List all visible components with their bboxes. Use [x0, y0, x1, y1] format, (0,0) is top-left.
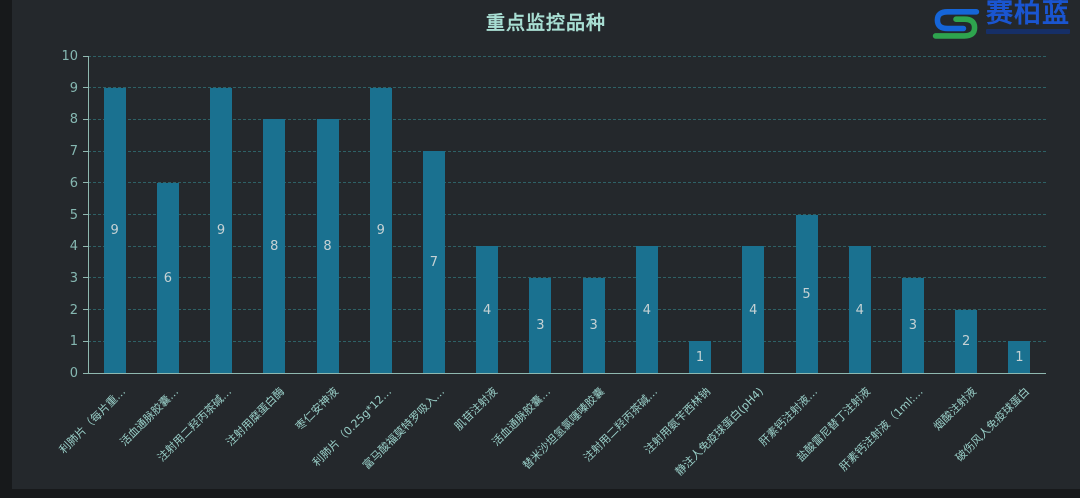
bar-value-label: 3 — [536, 318, 545, 334]
gridline-y6 — [88, 182, 1046, 184]
y-axis-tick-label: 6 — [69, 175, 78, 191]
y-axis-tick-label: 0 — [69, 366, 78, 381]
bar[interactable]: 8 — [263, 119, 286, 373]
gridline-y4 — [88, 245, 1046, 247]
gridline-y7 — [88, 150, 1046, 152]
saibailan-s-icon — [932, 8, 980, 39]
chart-panel: 重点监控品种 赛柏蓝 0 1 2 3 4 5 6 7 8 9 10 9 利肺片（每片重… 6 活血通脉胶囊…… — [12, 0, 1080, 489]
chart-title: 重点监控品种 — [485, 12, 606, 34]
y-axis-tick-mark — [83, 277, 88, 279]
bar[interactable]: 8 — [316, 119, 339, 373]
bar[interactable]: 3 — [582, 277, 605, 373]
gridline-y9 — [88, 87, 1046, 89]
bar[interactable]: 4 — [742, 246, 765, 373]
x-axis-category-label: 静注人免疫球蛋白(pH4) — [673, 385, 767, 479]
bar-value-label: 3 — [589, 318, 598, 334]
bar-chart-plot: 0 1 2 3 4 5 6 7 8 9 10 9 利肺片（每片重… 6 活血通脉胶囊… 9 注射用二羟丙茶碱… 8… — [12, 0, 1080, 489]
bar-value-label: 3 — [908, 318, 918, 334]
gridline-y2 — [88, 309, 1046, 311]
gridline-y8 — [88, 118, 1046, 120]
bar[interactable]: 4 — [476, 246, 499, 373]
y-axis-tick-label: 1 — [69, 334, 78, 350]
x-axis-category-label: 肌苷注射液 — [452, 385, 501, 434]
y-axis-tick-mark — [83, 372, 88, 374]
bar-value-label: 4 — [749, 302, 758, 318]
gridline-y1 — [88, 340, 1046, 342]
y-axis-tick-label: 5 — [69, 207, 78, 223]
bar[interactable]: 3 — [529, 277, 552, 373]
y-axis-tick-mark — [83, 214, 88, 215]
y-axis-tick-label: 7 — [69, 144, 78, 160]
x-axis-category-label: 烟酸注射液 — [931, 385, 980, 434]
y-axis-tick-label: 2 — [69, 302, 78, 318]
y-axis-tick-mark — [83, 150, 88, 152]
bar[interactable]: 1 — [1008, 341, 1031, 373]
y-axis-tick-mark — [83, 118, 88, 120]
brand-subtext-strip — [986, 29, 1070, 34]
y-axis-tick-mark — [83, 55, 88, 57]
bar-value-label: 4 — [483, 302, 492, 318]
y-axis-tick-mark — [83, 182, 88, 184]
bar-value-label: 4 — [642, 302, 651, 318]
y-axis-tick-label: 8 — [69, 112, 78, 128]
x-axis-line — [88, 373, 1046, 374]
bar[interactable]: 1 — [689, 341, 712, 373]
bar-value-label: 1 — [695, 350, 705, 366]
bar-value-label: 6 — [163, 270, 172, 286]
y-axis-tick-label: 9 — [69, 80, 78, 96]
bar[interactable]: 7 — [422, 151, 445, 373]
bar-value-label: 2 — [962, 334, 971, 350]
y-axis-tick-mark — [83, 340, 88, 342]
bar-value-label: 7 — [429, 255, 439, 271]
y-axis-tick-label: 3 — [69, 270, 78, 286]
bar[interactable]: 9 — [369, 87, 392, 373]
bar[interactable]: 3 — [901, 277, 924, 373]
y-axis-tick-mark — [83, 245, 88, 247]
y-axis-line — [88, 56, 89, 373]
bar[interactable]: 5 — [795, 214, 818, 373]
bar[interactable]: 9 — [103, 87, 126, 373]
gridline-y3 — [88, 277, 1046, 279]
gridline-y5 — [88, 214, 1046, 215]
bar[interactable]: 2 — [955, 309, 978, 373]
bar-value-label: 9 — [376, 223, 385, 239]
brand-name: 赛柏蓝 — [986, 0, 1070, 29]
y-axis-tick-label: 4 — [69, 239, 78, 255]
bar-value-label: 9 — [216, 223, 226, 239]
bar-value-label: 1 — [1015, 350, 1024, 366]
gridline-y10 — [88, 55, 1046, 57]
bar-value-label: 5 — [802, 286, 811, 302]
bar-value-label: 8 — [270, 239, 279, 255]
bar[interactable]: 4 — [635, 246, 658, 373]
bar[interactable]: 9 — [210, 87, 233, 373]
x-axis-category-label: 枣仁安神液 — [292, 385, 341, 434]
brand-logo: 赛柏蓝 — [930, 0, 1070, 41]
bar-value-label: 8 — [323, 239, 332, 255]
x-axis-category-label: 利肺片（每片重… — [56, 385, 128, 457]
y-axis-tick-label: 10 — [61, 49, 78, 64]
bar[interactable]: 4 — [848, 246, 871, 373]
bar-value-label: 4 — [855, 302, 864, 318]
bar-value-label: 9 — [110, 223, 119, 239]
bar[interactable]: 6 — [156, 182, 179, 373]
y-axis-tick-mark — [83, 309, 88, 311]
y-axis-tick-mark — [83, 87, 88, 89]
